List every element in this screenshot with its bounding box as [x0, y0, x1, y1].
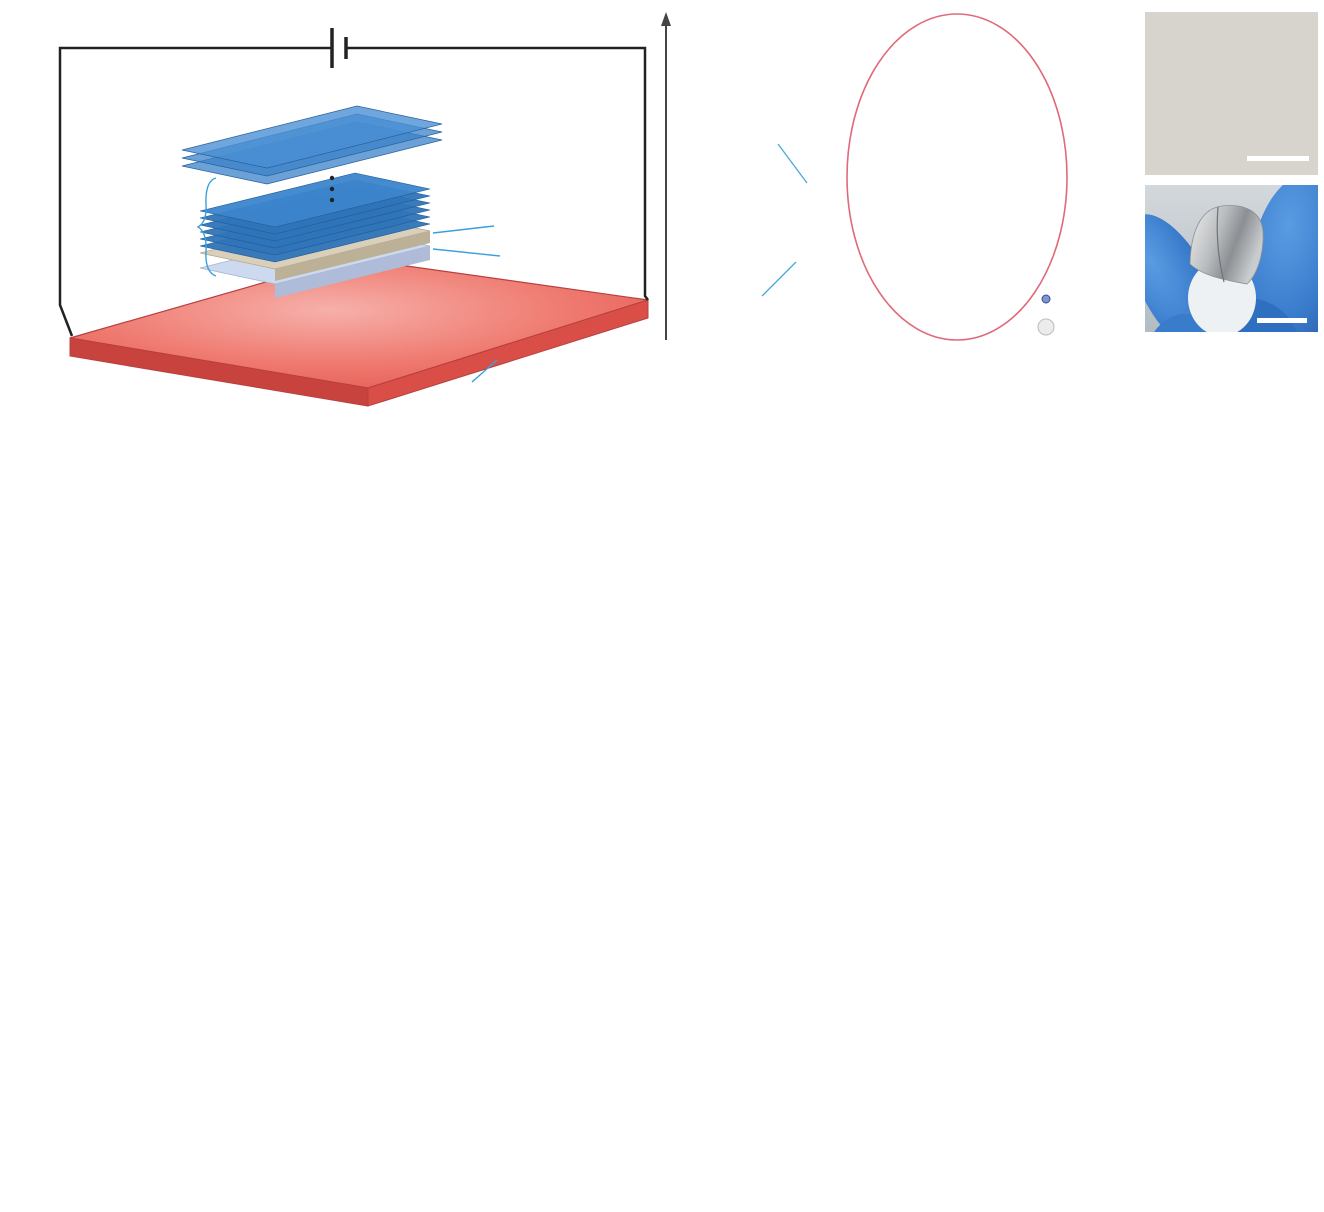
panel-c-oval — [846, 13, 1068, 341]
panel-d-micrograph — [1145, 12, 1318, 175]
panel-e-photo — [1145, 185, 1318, 332]
d-scalebar-line — [1247, 156, 1309, 161]
panel-c-illustration — [846, 13, 1068, 341]
c-atom-icon — [1041, 294, 1051, 304]
pointer-lines — [196, 177, 501, 383]
time-axis-arrowhead — [661, 12, 671, 26]
ni-atom-icon — [1037, 318, 1055, 336]
lifted-graphite-sheets — [181, 105, 443, 185]
graphite-foil — [1189, 205, 1264, 285]
panel-a-illustration — [58, 28, 649, 407]
graphite-sheet-stack — [199, 172, 431, 263]
e-scalebar-line — [1257, 318, 1307, 323]
circuit-wires — [58, 28, 649, 337]
panel-b-illustration — [661, 12, 808, 340]
b-pointer-lines — [761, 143, 808, 297]
ellipsis-dots — [329, 175, 335, 203]
